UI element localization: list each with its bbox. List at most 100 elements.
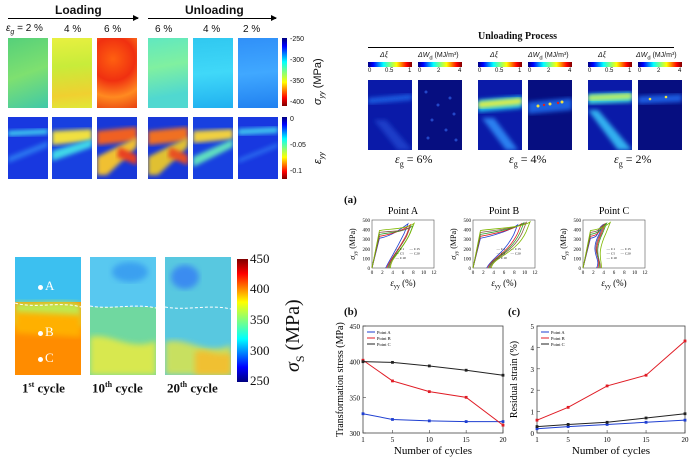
data-point [464,368,468,372]
loading-arrow [8,18,138,19]
x-tick-label: 8 [412,271,415,276]
unloading-w-map-4 [528,80,572,150]
y-axis-label: σyy (MPa) [559,228,570,260]
legend-label: Point A [377,330,391,335]
y-tick-label: 200 [363,248,371,253]
unloading-scale-bar-1 [368,62,412,67]
legend-item: — C1 [606,247,616,251]
legend-item: — C20 [510,251,521,255]
hysteresis-loop [582,223,604,269]
plot-frame [536,325,686,434]
x-tick-label: 1 [361,436,365,444]
x-tick-label: 8 [513,271,516,276]
x-tick-label: 6 [402,271,405,276]
x-tick-label: 15 [643,436,651,444]
data-point [644,420,648,424]
data-point [361,412,365,416]
x-tick-label: 12 [643,271,649,276]
unloading-title: Unloading [185,3,244,17]
data-point [535,427,539,431]
panel-a-tag: (a) [344,194,357,206]
legend-item: — C5 [395,251,405,255]
hysteresis-loop [472,222,523,269]
strain-label-1: εg = 2 % [6,23,43,36]
strain-label-6: 2 % [243,24,261,35]
x-tick-label: 6 [613,271,616,276]
x-axis-label: Number of cycles [572,445,650,457]
legend-item: — C5 [606,251,616,255]
strain-map-loading-4 [52,117,92,179]
unloading-xi-map-2 [588,80,632,150]
unloading-w-map-6 [418,80,462,150]
hysteresis-loop [472,221,528,269]
unloading-caption-2: εg = 2% [614,152,652,169]
x-tick-label: 12 [432,271,438,276]
legend-item: — C20 [620,251,631,255]
data-point [391,418,394,421]
x-tick-label: 20 [682,436,690,444]
strain-map-loading-2 [8,117,48,179]
x-tick-label: 2 [592,271,595,276]
x-tick-label: 20 [500,436,508,444]
cycle-colorbar-label: σS (MPa) [282,299,307,372]
stress-colorbar-label: σyy (MPa) [312,58,327,105]
legend-item: — C15 [409,247,420,251]
cycle-colorbar [237,259,248,382]
legend-item: — C1 [496,247,506,251]
legend-item: — C10 [606,256,617,260]
data-point [427,364,431,368]
y-tick-label: 4 [531,344,535,352]
data-point [644,416,648,420]
x-axis-label: Number of cycles [394,445,472,457]
x-tick-label: 10 [426,436,434,444]
data-point [535,425,539,428]
x-tick-label: 5 [566,436,570,444]
legend-item: — C1 [395,247,405,251]
data-point [501,423,505,427]
subplot-legend: — C1— C5— C10 — C15— C20 [606,247,631,260]
x-tick-label: 12 [533,271,539,276]
y-tick-label: 300 [363,238,371,243]
legend-item: — C15 [620,247,631,251]
y-tick-label: 0 [531,430,535,438]
y-tick-label: 0 [469,267,472,272]
stress-map-unloading-4 [193,38,233,108]
y-tick-label: 3 [531,366,535,374]
legend-item: — C10 [395,256,406,260]
stress-map-loading-2 [8,38,48,108]
y-tick-label: 200 [464,248,472,253]
y-tick-label: 100 [464,257,472,262]
panel-c-tag: (c) [508,306,521,318]
strain-map-unloading-4 [193,117,233,179]
legend-item: — C10 [496,256,507,260]
subplot-title: Point C [599,206,630,217]
panel-b-tag: (b) [344,306,358,318]
data-point [683,339,687,343]
y-tick-label: 2 [531,387,535,395]
series-line-point-a [362,413,503,423]
strain-label-5: 4 % [203,24,221,35]
y-axis-label: σyy (MPa) [348,228,359,260]
unloading-scale-bar-5 [588,62,632,67]
data-point [566,425,570,428]
subplot-frame [371,219,435,269]
stress-map-unloading-2 [238,38,278,108]
y-axis-label: Residual strain (%) [509,341,520,418]
data-point [605,423,609,426]
point-marker-a: A [38,278,54,294]
x-axis-label: εyy (%) [601,278,626,290]
x-tick-label: 10 [522,271,528,276]
data-point [501,420,505,423]
data-point [644,373,648,377]
y-tick-label: 450 [350,323,361,331]
point-marker-b: B [38,324,54,340]
strain-label-2: 4 % [64,24,82,35]
cycle-map-1 [15,257,81,375]
series-line-point-c [362,361,504,376]
x-tick-label: 0 [472,271,475,276]
y-tick-label: 400 [574,229,582,234]
x-tick-label: 4 [492,271,495,276]
data-point [605,420,609,424]
